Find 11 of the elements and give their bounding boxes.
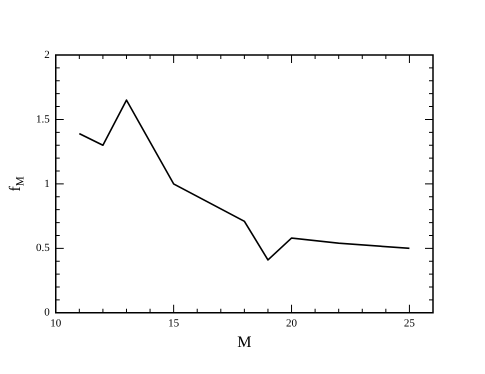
x-tick-label: 10 — [50, 317, 62, 330]
y-tick-label: 0 — [44, 306, 50, 319]
x-tick-label: 20 — [286, 317, 298, 330]
y-tick-label: 1.5 — [36, 113, 50, 126]
y-axis-title: fM — [6, 176, 26, 192]
y-tick-label: 2 — [44, 48, 50, 61]
y-tick-label: 0.5 — [36, 242, 50, 254]
y-tick-label: 1 — [44, 178, 50, 190]
x-tick-label: 15 — [168, 317, 180, 330]
x-tick-label: 25 — [404, 317, 416, 330]
x-axis-title: M — [237, 334, 252, 352]
